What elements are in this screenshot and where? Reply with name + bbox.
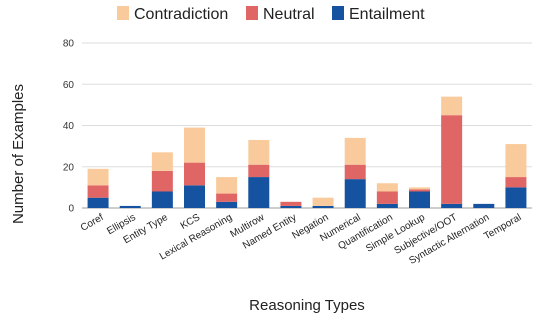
bar-kcs-neutral bbox=[184, 162, 205, 186]
bar-lexical-reasoning-contradiction bbox=[216, 177, 238, 194]
y-tick-label-80: 80 bbox=[63, 39, 75, 50]
x-tick-label-temporal: Temporal bbox=[482, 212, 523, 242]
bar-simple-lookup-entailment bbox=[409, 191, 430, 208]
bar-entity-type-contradiction bbox=[151, 152, 173, 171]
y-axis-ticks: 0 20 40 60 80 bbox=[63, 39, 75, 215]
bar-numerical-contradiction bbox=[344, 137, 366, 165]
y-tick-label-20: 20 bbox=[63, 162, 75, 173]
bar-coref-entailment bbox=[87, 197, 109, 208]
bar-simple-lookup-contradiction bbox=[409, 187, 430, 190]
gridlines bbox=[82, 42, 532, 209]
y-axis-title: Number of Examples bbox=[10, 84, 27, 224]
bar-coref-contradiction bbox=[87, 168, 109, 186]
bar-negation-entailment bbox=[312, 205, 334, 208]
y-tick-label-60: 60 bbox=[63, 80, 75, 91]
bar-simple-lookup-neutral bbox=[409, 189, 430, 192]
bar-multirow-neutral bbox=[248, 164, 270, 178]
y-tick-label-0: 0 bbox=[68, 204, 74, 215]
bar-numerical-entailment bbox=[344, 179, 366, 208]
bar-entity-type-neutral bbox=[151, 170, 173, 192]
bar-kcs-contradiction bbox=[184, 127, 205, 163]
bar-quantification-contradiction bbox=[376, 183, 398, 192]
bar-negation-contradiction bbox=[312, 197, 334, 206]
y-tick-label-40: 40 bbox=[63, 121, 75, 132]
x-axis-title: Reasoning Types bbox=[249, 297, 365, 314]
bar-named-entity-entailment bbox=[280, 205, 302, 208]
legend-swatch-neutral bbox=[246, 6, 258, 20]
bar-kcs-entailment bbox=[184, 185, 205, 208]
bars bbox=[87, 96, 527, 208]
bar-numerical-neutral bbox=[344, 164, 366, 180]
bar-lexical-reasoning-entailment bbox=[216, 201, 238, 208]
bar-named-entity-neutral bbox=[280, 201, 302, 206]
legend-label-neutral: Neutral bbox=[263, 6, 315, 23]
bar-temporal-entailment bbox=[505, 187, 527, 208]
bar-subjective-oot-contradiction bbox=[441, 96, 463, 116]
bar-temporal-contradiction bbox=[505, 144, 527, 178]
legend: Contradiction Neutral Entailment bbox=[117, 6, 425, 23]
bar-subjective-oot-neutral bbox=[441, 115, 463, 204]
bar-multirow-entailment bbox=[248, 177, 270, 208]
legend-swatch-entailment bbox=[332, 6, 344, 20]
bar-quantification-entailment bbox=[376, 203, 398, 208]
bar-syntactic-alternation-entailment bbox=[473, 203, 495, 208]
bar-entity-type-entailment bbox=[151, 191, 173, 208]
bar-quantification-neutral bbox=[376, 191, 398, 204]
bar-subjective-oot-entailment bbox=[441, 203, 463, 208]
bar-multirow-contradiction bbox=[248, 139, 270, 165]
bar-ellipsis-entailment bbox=[119, 205, 141, 208]
bar-coref-neutral bbox=[87, 185, 109, 198]
legend-swatch-contradiction bbox=[117, 6, 129, 20]
x-tick-label-coref: Coref bbox=[79, 212, 106, 234]
bar-temporal-neutral bbox=[505, 177, 527, 188]
bar-lexical-reasoning-neutral bbox=[216, 193, 238, 202]
legend-label-entailment: Entailment bbox=[349, 6, 425, 23]
legend-label-contradiction: Contradiction bbox=[134, 6, 228, 23]
